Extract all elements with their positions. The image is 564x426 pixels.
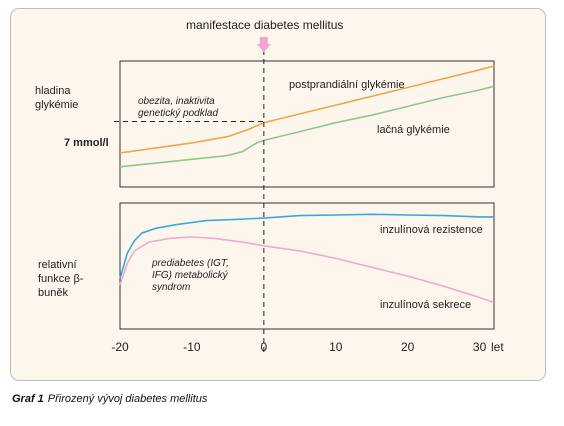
panel2-ylabel: relativní funkce β-buněk [38,259,84,299]
x-axis-unit: let [491,340,504,354]
panel1-box [119,60,495,188]
caption-text: Přirozený vývoj diabetes mellitus [47,393,208,405]
figure-frame [10,8,546,381]
panel1-series-1-line [119,65,495,154]
threshold-label: 7 mmol/l [64,137,109,149]
x-tick-label: 20 [401,340,415,354]
onset-arrow [256,37,271,52]
panel2-box [119,202,495,330]
legend-insulin-secretion: inzulínová sekrece [380,299,472,311]
x-tick-label: 0 [260,340,268,354]
legend-fasting: lačná glykémie [377,124,450,136]
panel1-series-2-line [119,85,495,168]
caption-number: Graf 1 [12,393,44,405]
x-tick-label: 30 [472,340,487,354]
legend-postprandial: postprandiální glykémie [289,79,405,91]
panel2-annotation: prediabetes (IGT, IFG) metabolický syndr… [152,258,229,293]
panel2-series-2-line [119,236,495,304]
panel1-annotation: obezita, inaktivita genetický podklad [138,96,219,119]
x-tick-label: -20 [111,340,129,354]
x-tick-label: -10 [183,340,201,354]
panel1-ylabel: hladina glykémie [35,85,79,111]
panel2-series-1-line [119,213,494,279]
legend-insulin-resistance: inzulínová rezistence [380,224,483,236]
diabetes-onset-label: manifestace diabetes mellitus [186,18,344,32]
figure-caption: Graf 1 Přirozený vývoj diabetes mellitus [12,393,207,405]
x-tick-label: 10 [329,340,343,354]
